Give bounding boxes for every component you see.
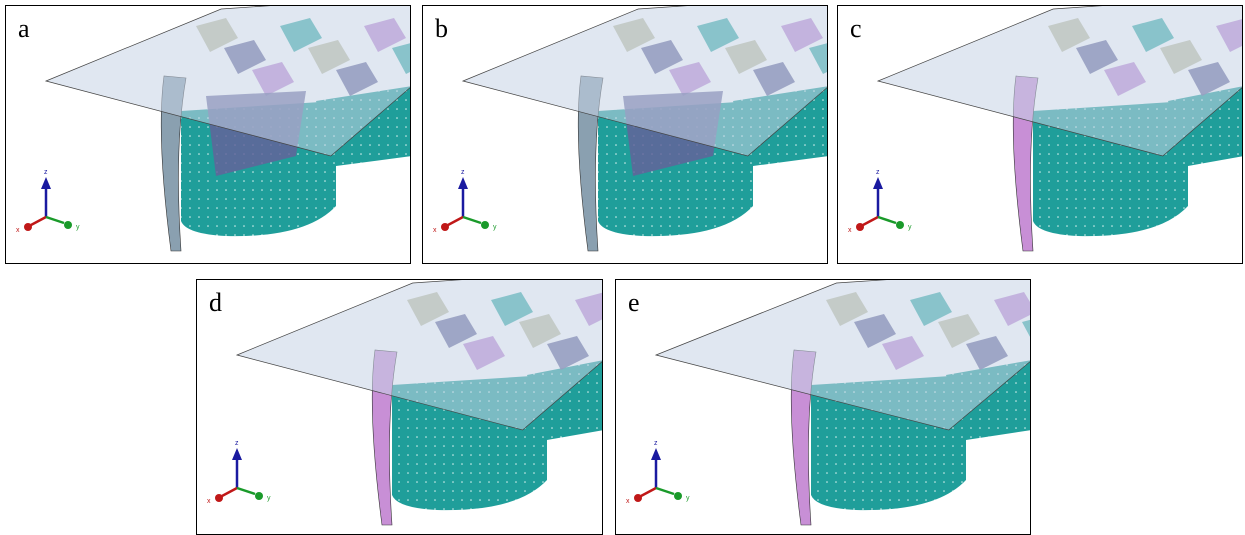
x-axis: [641, 488, 656, 496]
z-arrow: [232, 448, 242, 460]
panel: z x y e: [615, 279, 1031, 535]
y-axis: [463, 217, 481, 223]
z-label: z: [235, 440, 239, 447]
x-arrow: [215, 494, 223, 502]
y-label: y: [686, 495, 690, 502]
rendering: z x y: [423, 6, 828, 264]
x-axis: [863, 217, 878, 225]
x-label: x: [848, 227, 852, 234]
z-label: z: [654, 440, 658, 447]
x-label: x: [626, 498, 630, 505]
rendering: z x y: [616, 280, 1031, 535]
y-axis: [878, 217, 896, 223]
x-label: x: [433, 227, 437, 234]
z-arrow: [873, 177, 883, 189]
y-arrow: [674, 492, 682, 500]
y-arrow: [255, 492, 263, 500]
panel-label: c: [850, 14, 862, 44]
y-label: y: [908, 224, 912, 231]
panel-label: a: [18, 14, 30, 44]
panel: z x y a: [5, 5, 411, 264]
panel: z x y c: [837, 5, 1243, 264]
panel: z x y d: [196, 279, 603, 535]
rendering: z x y: [838, 6, 1243, 264]
x-axis: [31, 217, 46, 225]
y-label: y: [76, 224, 80, 231]
z-arrow: [41, 177, 51, 189]
z-label: z: [44, 169, 48, 176]
y-label: y: [493, 224, 497, 231]
panel-label: e: [628, 288, 640, 318]
y-arrow: [896, 221, 904, 229]
z-label: z: [876, 169, 880, 176]
x-label: x: [16, 227, 20, 234]
x-axis: [222, 488, 237, 496]
panel: z x y b: [422, 5, 828, 264]
panel-label: b: [435, 14, 448, 44]
x-axis: [448, 217, 463, 225]
y-axis: [237, 488, 255, 494]
panel-label: d: [209, 288, 222, 318]
z-arrow: [651, 448, 661, 460]
y-arrow: [64, 221, 72, 229]
x-arrow: [24, 223, 32, 231]
y-arrow: [481, 221, 489, 229]
z-arrow: [458, 177, 468, 189]
y-axis: [656, 488, 674, 494]
y-label: y: [267, 495, 271, 502]
rendering: z x y: [197, 280, 603, 535]
z-label: z: [461, 169, 465, 176]
x-arrow: [634, 494, 642, 502]
rendering: z x y: [6, 6, 411, 264]
figure: z x y a z x y b z x y c z x y d z x y e: [0, 0, 1245, 535]
x-arrow: [856, 223, 864, 231]
x-label: x: [207, 498, 211, 505]
x-arrow: [441, 223, 449, 231]
y-axis: [46, 217, 64, 223]
